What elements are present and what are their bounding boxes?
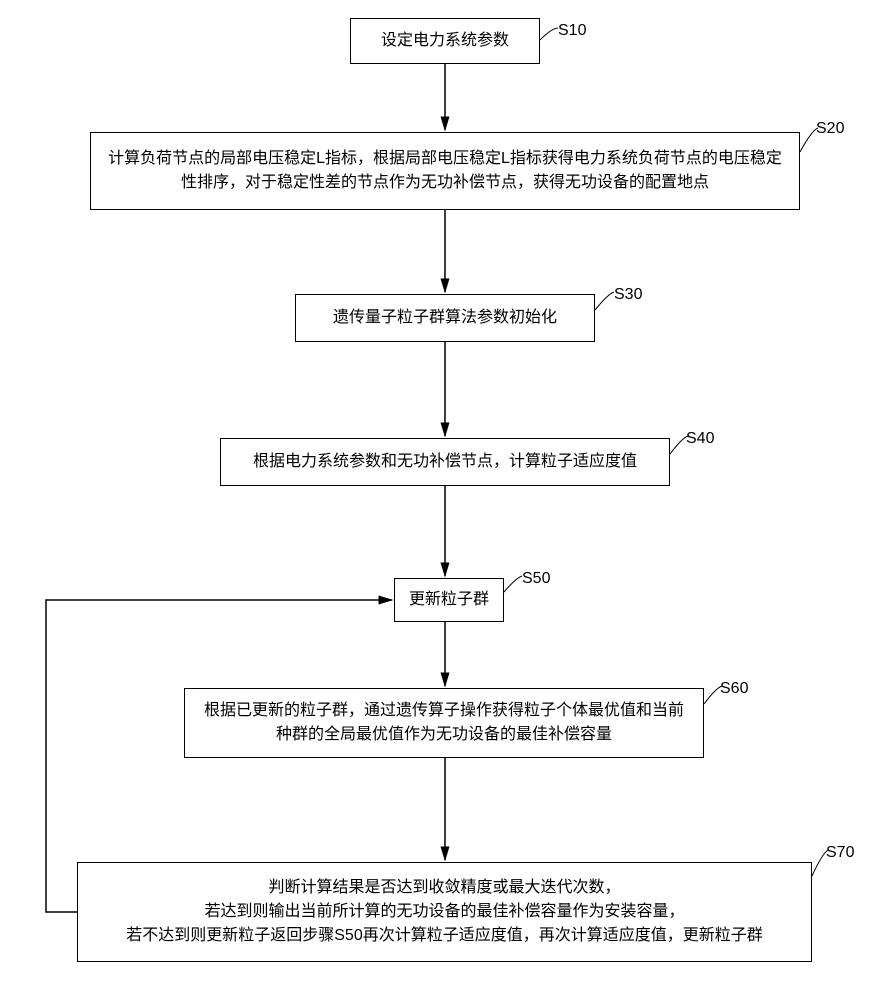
step-s70-text: 判断计算结果是否达到收敛精度或最大迭代次数， 若达到则输出当前所计算的无功设备的…: [126, 876, 762, 948]
step-s60-label: S60: [720, 680, 748, 698]
step-s40: 根据电力系统参数和无功补偿节点，计算粒子适应度值: [220, 438, 670, 486]
step-s50: 更新粒子群: [394, 578, 504, 622]
step-s10: 设定电力系统参数: [350, 18, 540, 64]
step-s10-text: 设定电力系统参数: [381, 29, 509, 53]
flowchart-container: 设定电力系统参数 S10 计算负荷节点的局部电压稳定L指标，根据局部电压稳定L指…: [0, 0, 882, 1000]
step-s20: 计算负荷节点的局部电压稳定L指标，根据局部电压稳定L指标获得电力系统负荷节点的电…: [90, 132, 800, 210]
step-s60-text: 根据已更新的粒子群，通过遗传算子操作获得粒子个体最优值和当前种群的全局最优值作为…: [197, 699, 691, 747]
step-s20-label: S20: [816, 120, 844, 138]
step-s50-label: S50: [522, 570, 550, 588]
step-s40-label: S40: [686, 430, 714, 448]
step-s30-text: 遗传量子粒子群算法参数初始化: [333, 306, 557, 330]
step-s70-label: S70: [826, 844, 854, 862]
step-s30: 遗传量子粒子群算法参数初始化: [295, 294, 595, 342]
step-s70: 判断计算结果是否达到收敛精度或最大迭代次数， 若达到则输出当前所计算的无功设备的…: [77, 862, 812, 962]
step-s40-text: 根据电力系统参数和无功补偿节点，计算粒子适应度值: [253, 450, 637, 474]
step-s60: 根据已更新的粒子群，通过遗传算子操作获得粒子个体最优值和当前种群的全局最优值作为…: [184, 688, 704, 758]
step-s30-label: S30: [614, 286, 642, 304]
step-s10-label: S10: [558, 22, 586, 40]
step-s50-text: 更新粒子群: [409, 588, 489, 612]
step-s20-text: 计算负荷节点的局部电压稳定L指标，根据局部电压稳定L指标获得电力系统负荷节点的电…: [103, 147, 787, 195]
